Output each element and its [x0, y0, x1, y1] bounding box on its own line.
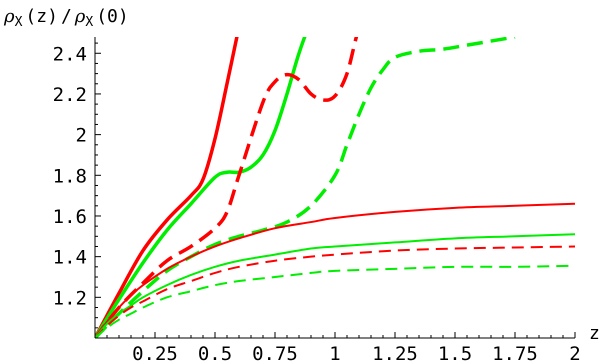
- y-tick-label: 2.4: [53, 43, 87, 65]
- y-axis-slash: /: [61, 6, 72, 27]
- series-line-6: [95, 233, 576, 338]
- series-line-3: [95, 37, 359, 338]
- series-line-4: [95, 37, 516, 338]
- series-line-2: [95, 37, 307, 338]
- y-axis-sub-num: X: [15, 15, 23, 30]
- series-line-1: [95, 37, 239, 338]
- y-tick-label: 1.8: [53, 165, 87, 187]
- x-tick-label: 0.75: [252, 343, 298, 364]
- x-tick-label: 1.5: [438, 343, 472, 364]
- x-tick-label: 1: [329, 343, 340, 364]
- x-tick-label: 0.5: [198, 343, 232, 364]
- y-axis-rho-den: ρ: [74, 6, 86, 27]
- x-tick-label: 1.25: [372, 343, 418, 364]
- y-ticks: 1.2 1.4 1.6 1.8 2 2.2 2.4: [53, 42, 101, 329]
- x-tick-label: 0.25: [132, 343, 178, 364]
- x-tick-label: 2: [569, 343, 580, 364]
- x-axis-title: z: [589, 323, 600, 344]
- y-axis-arg-num: (z): [25, 6, 58, 27]
- y-axis-sub-den: X: [85, 15, 93, 30]
- y-tick-label: 1.4: [53, 247, 87, 269]
- series-line-5: [95, 202, 576, 338]
- y-tick-label: 2.2: [53, 84, 87, 106]
- y-tick-label: 1.6: [53, 206, 87, 228]
- y-axis-arg-den: (0): [96, 6, 129, 27]
- y-tick-label: 2: [76, 125, 87, 147]
- series-line-8: [95, 264, 576, 338]
- series-layer: [95, 37, 576, 338]
- x-tick-label: 1.75: [492, 343, 538, 364]
- y-axis-title: ρX (z) / ρX (0): [3, 6, 129, 30]
- y-axis-rho-num: ρ: [3, 6, 15, 27]
- series-line-7: [95, 245, 576, 338]
- y-tick-label: 1.2: [53, 287, 87, 309]
- x-ticks: 0.25 0.5 0.75 1 1.25 1.5 1.75 2: [106, 332, 581, 364]
